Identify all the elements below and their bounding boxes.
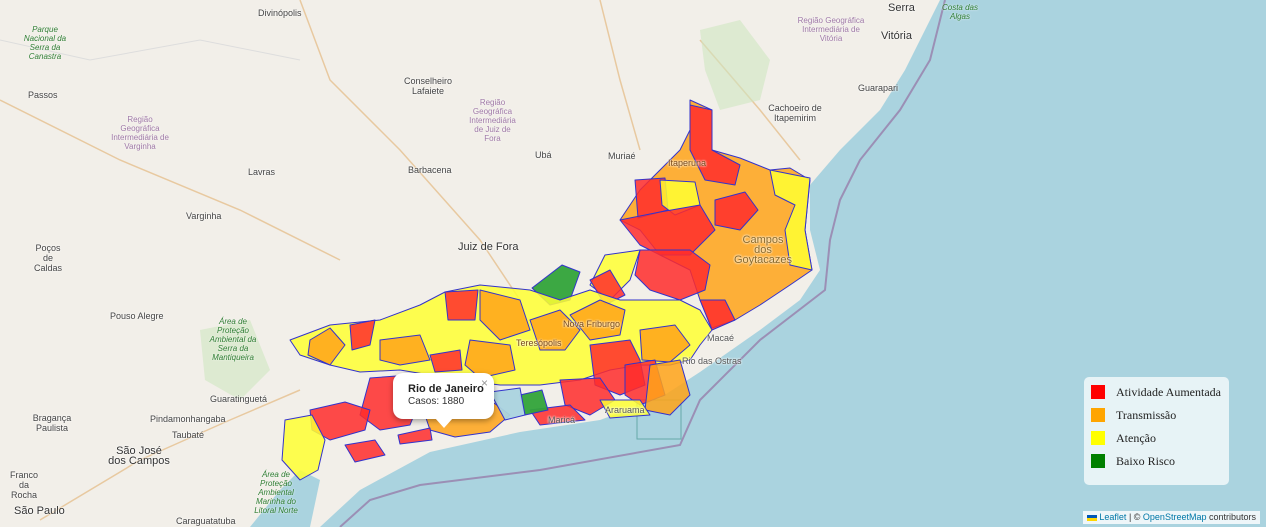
city-label: Campos dos Goytacazes	[733, 234, 793, 266]
municipality-red-b	[349, 319, 376, 351]
city-label: Guarapari	[858, 83, 899, 93]
city-label: Poços de Caldas	[33, 243, 62, 273]
municipality-popup: × Rio de Janeiro Casos: 1880	[393, 373, 494, 428]
municipality-red-h	[429, 349, 463, 373]
city-label: Itaperuna	[668, 158, 707, 168]
park-label: Parque Nacional da Serra da Canastra	[23, 25, 67, 61]
city-label: Macaé	[707, 333, 735, 343]
legend-label: Atenção	[1116, 431, 1156, 445]
municipality-red-c	[444, 289, 479, 321]
city-label: Teresópolis	[516, 338, 562, 348]
municipality-orange-f	[569, 299, 626, 341]
legend-label: Transmissão	[1116, 408, 1177, 422]
legend-label: Baixo Risco	[1116, 454, 1175, 468]
popup-cases: Casos: 1880	[408, 396, 465, 407]
city-label: Ubá	[535, 150, 552, 160]
municipality-campos-red	[714, 191, 759, 231]
city-label: Franco da Rocha	[9, 470, 38, 500]
park-label: Costa das Algas	[941, 3, 979, 21]
municipality-north-red	[689, 104, 741, 186]
legend-swatch	[1091, 385, 1105, 399]
legend-label: Atividade Aumentada	[1116, 385, 1221, 399]
attribution-suffix: contributors	[1206, 512, 1256, 522]
legend-swatch	[1091, 408, 1105, 422]
city-label: Serra	[888, 2, 915, 14]
municipality-metro-red-b	[559, 377, 616, 416]
municipality-east-yellow	[769, 169, 813, 271]
city-label: Taubaté	[172, 430, 205, 440]
state-rj	[281, 99, 813, 481]
municipality-macae-red	[699, 299, 736, 331]
attribution-separator: | ©	[1126, 512, 1143, 522]
ukraine-flag-icon	[1087, 514, 1098, 521]
ocean	[320, 0, 1266, 527]
osm-link[interactable]: OpenStreetMap	[1142, 512, 1207, 522]
city-label: Lavras	[248, 167, 276, 177]
popup-close-button[interactable]: ×	[480, 376, 488, 390]
municipality-orange-d	[479, 289, 531, 341]
municipality-island-red	[344, 439, 386, 463]
city-label: Bragança Paulista	[32, 413, 72, 433]
municipality-orange-e	[529, 309, 581, 351]
city-label: Divinópolis	[258, 8, 302, 18]
city-label: Rio das Ostras	[682, 356, 742, 366]
city-label: Barbacena	[408, 165, 452, 175]
municipality-orange-a	[307, 327, 346, 366]
municipality-orange-g	[379, 334, 431, 366]
leaflet-link[interactable]: Leaflet	[1099, 512, 1127, 522]
city-label: Araruama	[605, 405, 645, 415]
municipality-orange-j	[639, 324, 691, 363]
municipality-central-red2	[634, 249, 711, 301]
city-label: Pouso Alegre	[110, 311, 164, 321]
city-label: Nova Friburgo	[563, 319, 621, 329]
city-label: Conselheiro Lafaiete	[403, 76, 453, 96]
municipality-marambaia-red	[397, 427, 433, 445]
ocean-sw	[250, 470, 320, 527]
region-label: Região Geográfica Intermediária de Juiz …	[469, 98, 516, 143]
map-attribution: Leaflet | © OpenStreetMap contributors	[1083, 511, 1260, 524]
city-label: São Paulo	[14, 505, 65, 517]
city-label: Juiz de Fora	[458, 241, 519, 253]
map-legend: Atividade Aumentada Transmissão Atenção …	[1084, 377, 1229, 485]
city-label: Guaratinguetá	[210, 394, 268, 404]
municipality-bay	[489, 387, 526, 421]
city-label: Pindamonhangaba	[150, 414, 226, 424]
legend-swatch	[1091, 431, 1105, 445]
municipality-paraty-yellow	[281, 414, 326, 481]
popup-title: Rio de Janeiro	[408, 383, 484, 395]
city-label: Caraguatatuba	[176, 516, 236, 526]
municipality-orange-i	[464, 339, 516, 379]
city-label: Muriaé	[608, 151, 636, 161]
municipality-central-red1	[619, 204, 716, 256]
city-label: Vitória	[881, 30, 912, 42]
municipality-cabo-yellow	[599, 399, 651, 419]
park-label: Área de Proteção Ambiental Marinha do Li…	[254, 470, 298, 515]
municipality-lakes-orange	[644, 359, 691, 416]
region-label: Região Geográfica Intermediária de Vitór…	[797, 16, 865, 43]
city-label: Varginha	[186, 211, 222, 221]
legend-swatch	[1091, 454, 1105, 468]
city-label: São José dos Campos	[108, 445, 170, 467]
region-label: Região Geográfica Intermediária de Vargi…	[111, 115, 169, 151]
city-label: Maricá	[548, 415, 576, 425]
park-label: Área de Proteção Ambiental da Serra da M…	[209, 317, 257, 362]
city-label: Cachoeiro de Itapemirim	[768, 103, 822, 123]
city-label: Passos	[28, 90, 58, 100]
